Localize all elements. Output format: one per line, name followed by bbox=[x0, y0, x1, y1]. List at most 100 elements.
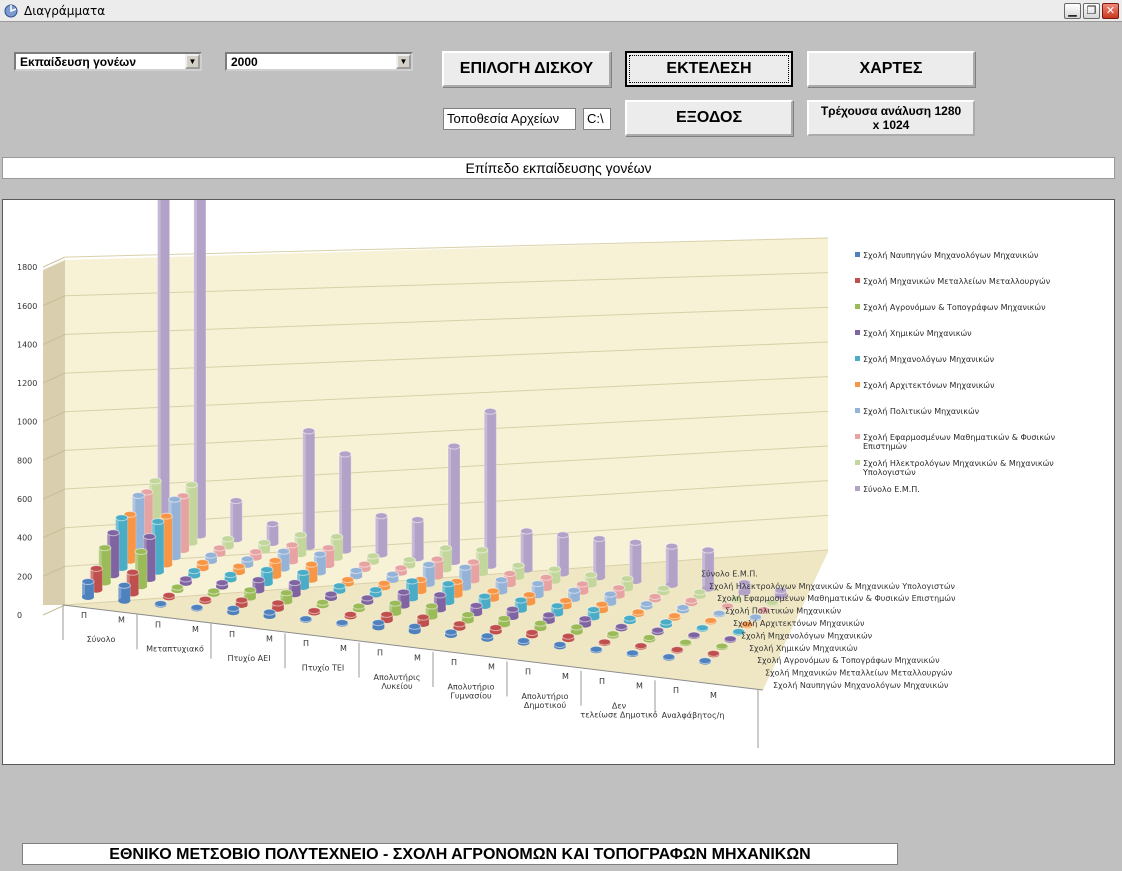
cylinder-highlight bbox=[506, 609, 510, 618]
x-subcat-label: Π bbox=[525, 667, 531, 676]
chevron-down-icon[interactable]: ▼ bbox=[185, 54, 200, 69]
app-icon bbox=[4, 4, 18, 18]
minimize-icon[interactable]: ▁ bbox=[1064, 3, 1081, 19]
bar-0-4 bbox=[226, 604, 240, 616]
cylinder-top bbox=[388, 599, 402, 607]
bar-0-3 bbox=[190, 603, 204, 612]
cylinder-top bbox=[439, 544, 453, 552]
bar-8-14 bbox=[656, 584, 670, 596]
bar-6-17 bbox=[749, 613, 762, 622]
x-group-label: Σύνολο bbox=[87, 634, 116, 644]
cylinder-highlight bbox=[266, 523, 270, 544]
bar-7-3 bbox=[249, 548, 263, 561]
cylinder-top bbox=[221, 535, 235, 543]
maps-button[interactable]: ΧΑΡΤΕΣ bbox=[807, 51, 975, 87]
legend-label: Σχολή Αρχιτεκτόνων Μηχανικών bbox=[863, 380, 995, 390]
cylinder-highlight bbox=[271, 602, 275, 609]
bar-2-3 bbox=[207, 587, 221, 597]
bar-6-9 bbox=[458, 563, 472, 591]
cylinder-top bbox=[659, 618, 673, 626]
title-bar: Διαγράμματα ▁ ❐ ✕ bbox=[0, 0, 1122, 22]
bar-9-4 bbox=[302, 427, 316, 550]
cylinder-top bbox=[299, 615, 313, 623]
year-select[interactable]: 2000 ▼ bbox=[225, 52, 413, 71]
cylinder-top bbox=[330, 533, 344, 541]
gridline bbox=[64, 549, 829, 606]
bar-3-14 bbox=[614, 622, 628, 632]
bar-3-17 bbox=[723, 635, 737, 643]
cylinder-top bbox=[701, 546, 715, 554]
cylinder-top bbox=[302, 427, 316, 435]
close-icon[interactable]: ✕ bbox=[1102, 3, 1119, 19]
cylinder-top bbox=[444, 628, 458, 636]
x-group-label: Απολυτήρις bbox=[374, 673, 421, 682]
x-subcat-label: Π bbox=[673, 686, 679, 695]
cylinder-highlight bbox=[470, 605, 474, 614]
cylinder-highlight bbox=[252, 579, 256, 591]
cylinder-highlight bbox=[774, 590, 778, 597]
cylinder-top bbox=[313, 550, 327, 558]
gridline bbox=[64, 514, 829, 567]
bar-3-15 bbox=[651, 626, 665, 636]
cylinder-top bbox=[740, 620, 754, 628]
cylinder-top bbox=[106, 529, 120, 537]
run-button[interactable]: ΕΚΤΕΛΕΣΗ bbox=[625, 51, 793, 87]
cylinder-top bbox=[344, 610, 357, 618]
cylinder-top bbox=[612, 584, 626, 592]
cylinder-highlight bbox=[403, 559, 407, 566]
cylinder-top bbox=[539, 573, 553, 581]
cylinder-highlight bbox=[249, 551, 253, 558]
cylinder-top bbox=[698, 657, 712, 665]
legend-marker bbox=[855, 278, 860, 283]
cylinder-highlight bbox=[386, 574, 390, 581]
cylinder-top bbox=[522, 591, 536, 599]
bar-1-8 bbox=[380, 610, 394, 624]
cylinder-highlight bbox=[221, 538, 225, 547]
cylinder-top bbox=[341, 576, 355, 584]
cylinder-top bbox=[98, 544, 112, 552]
bar-0-14 bbox=[589, 645, 603, 654]
cylinder-top bbox=[723, 635, 737, 643]
bar-6-16 bbox=[712, 609, 726, 618]
cylinder-top bbox=[179, 575, 193, 583]
x-subcat-label: Μ bbox=[710, 691, 717, 700]
legend-marker bbox=[855, 434, 860, 439]
cylinder-top bbox=[614, 622, 628, 630]
cylinder-top bbox=[469, 601, 483, 609]
cylinder-top bbox=[185, 481, 198, 489]
cylinder-top bbox=[629, 538, 642, 546]
category-select[interactable]: Εκπαίδευση γονέων ▼ bbox=[14, 52, 202, 71]
cylinder-top bbox=[321, 544, 335, 552]
maximize-icon[interactable]: ❐ bbox=[1083, 3, 1100, 19]
cylinder-top bbox=[285, 541, 299, 549]
select-disk-button[interactable]: ΕΠΙΛΟΓΗ ΔΙΣΚΟΥ bbox=[442, 51, 611, 87]
y-tick-label: 1000 bbox=[17, 418, 37, 427]
bar-6-13 bbox=[603, 590, 617, 606]
cylinder-base bbox=[534, 625, 547, 632]
gridline bbox=[64, 237, 829, 258]
cylinder-top bbox=[198, 595, 212, 603]
exit-button[interactable]: ΕΞΟΔΟΣ bbox=[625, 100, 793, 136]
x-subcat-label: Π bbox=[229, 630, 235, 639]
chevron-down-icon[interactable]: ▼ bbox=[396, 54, 411, 69]
cylinder-top bbox=[595, 600, 609, 608]
bar-0-17 bbox=[698, 657, 712, 665]
legend-marker bbox=[855, 382, 860, 387]
cylinder-top bbox=[134, 547, 148, 555]
drive-field[interactable]: C:\ bbox=[583, 108, 611, 130]
depth-axis-label: Σχολή Εφαρμοσμένων Μαθηματικών & Φυσικών… bbox=[717, 593, 956, 603]
cylinder-top bbox=[433, 591, 447, 599]
bar-0-10 bbox=[444, 628, 458, 638]
cylinder-top bbox=[268, 556, 282, 564]
gridline-side bbox=[42, 411, 66, 423]
cylinder-top bbox=[679, 638, 693, 646]
cylinder-highlight bbox=[531, 583, 535, 596]
cylinder-highlight bbox=[297, 572, 301, 587]
bar-3-2 bbox=[179, 575, 193, 586]
bar-2-6 bbox=[316, 598, 330, 609]
x-group-label: Δεν bbox=[612, 702, 627, 711]
bar-9-2 bbox=[229, 497, 243, 543]
cylinder-top bbox=[243, 586, 257, 594]
bar-9-9 bbox=[483, 407, 497, 569]
cylinder-top bbox=[332, 582, 346, 590]
